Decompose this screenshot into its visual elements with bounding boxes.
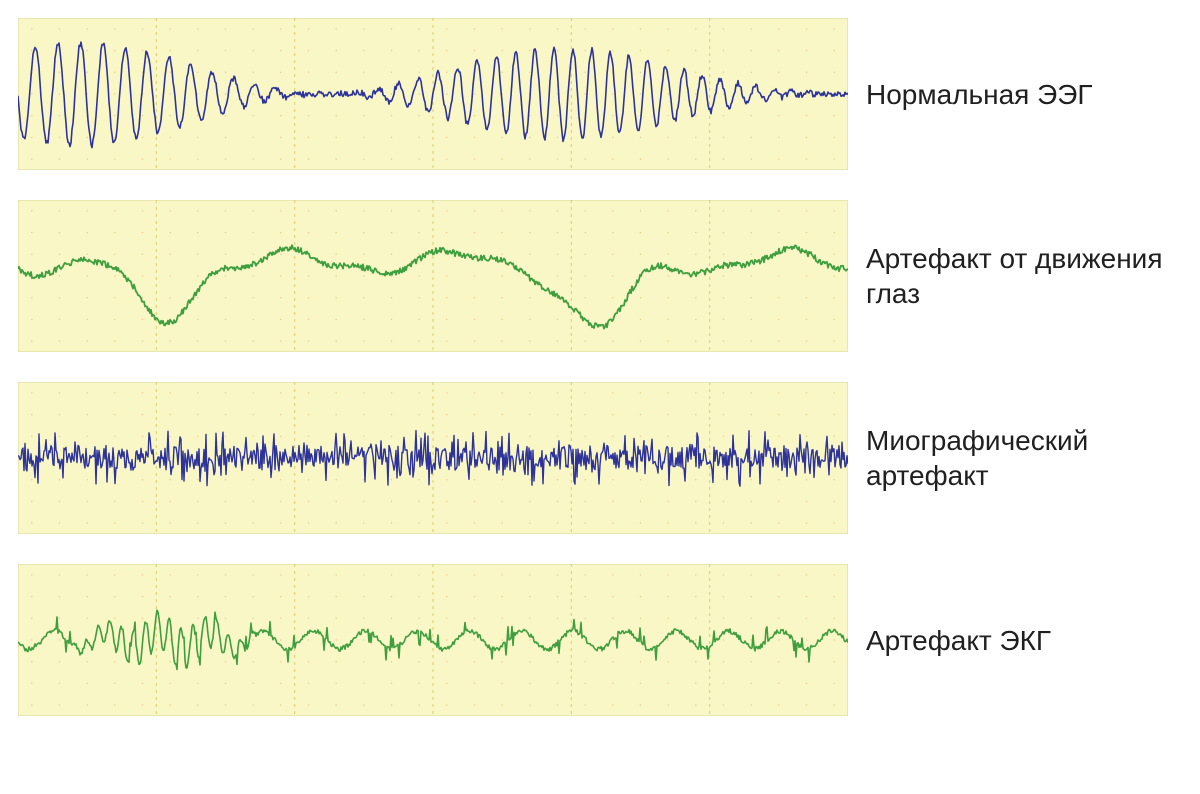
label-ecg-artifact: Артефакт ЭКГ [866, 623, 1051, 658]
row-eye-movement-artifact: Артефакт от движения глаз [18, 200, 1186, 352]
page: Нормальная ЭЭГ Артефакт от движения глаз М… [0, 0, 1200, 794]
row-emg-artifact: Миографический артефакт [18, 382, 1186, 534]
row-ecg-artifact: Артефакт ЭКГ [18, 564, 1051, 716]
label-normal-eeg: Нормальная ЭЭГ [866, 77, 1093, 112]
label-emg-artifact: Миографический артефакт [866, 423, 1186, 493]
chart-normal-eeg [18, 18, 848, 170]
row-normal-eeg: Нормальная ЭЭГ [18, 18, 1093, 170]
chart-emg-artifact [18, 382, 848, 534]
chart-eye-movement-artifact [18, 200, 848, 352]
label-eye-movement-artifact: Артефакт от движения глаз [866, 241, 1186, 311]
chart-ecg-artifact [18, 564, 848, 716]
